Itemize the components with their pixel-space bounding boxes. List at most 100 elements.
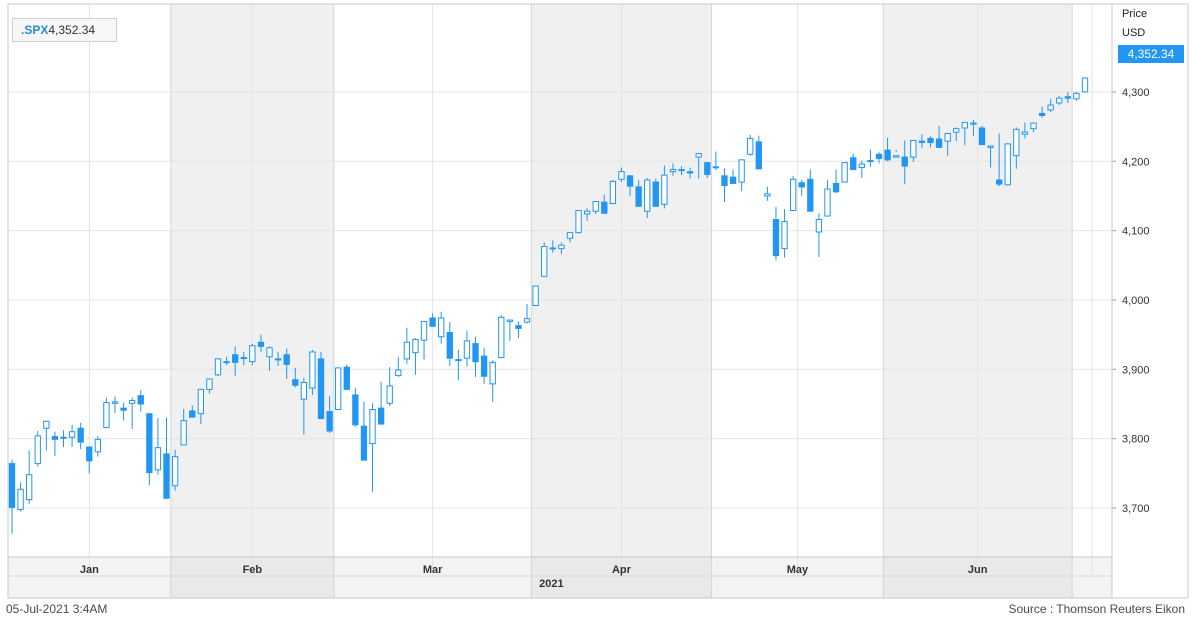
candle-body [815,219,823,233]
candle-body [953,128,960,133]
horizontal-gridlines [8,91,1112,509]
candle-body [197,388,205,415]
candle-body [858,163,865,168]
x-month-label: Feb [243,564,263,576]
candle-body [686,171,694,174]
candle-body [472,343,479,363]
candle-body [266,347,273,358]
candle-body [111,401,119,404]
candle-body [644,179,651,212]
plot-frame [7,3,1189,599]
candle-body [618,171,625,180]
candle-body [369,409,376,445]
candle-body [180,420,187,446]
x-month-label: Jan [80,564,99,576]
x-month-label: Jun [968,564,988,576]
candle-body [635,186,642,207]
candle-body [566,232,574,239]
candle-body [360,425,368,461]
candle-body [429,317,436,327]
candle-body [515,325,522,329]
candle-body [446,332,453,359]
candle-body [850,157,857,171]
candle-body [506,319,514,322]
candlestick-series [8,77,1089,534]
candle-body [789,178,797,211]
candle-body [583,210,591,215]
candle-body [129,400,136,404]
candle-body [609,180,617,205]
footer-source: Source : Thomson Reuters Eikon [1008,602,1185,616]
candle-body [480,355,488,377]
candle-body [1064,96,1071,99]
candle-body [232,354,239,363]
candle-body [755,141,762,170]
candle-body [721,175,728,187]
footer-timestamp: 05-Jul-2021 3:4AM [6,602,108,616]
candle-body [103,402,110,429]
candle-body [8,463,16,508]
candle-body [377,407,385,425]
candle-body [420,320,428,341]
ticker-value: 4,352.34 [48,23,96,37]
candle-body [764,193,771,197]
candle-body [317,358,325,420]
y-tick-label: 3,900 [1122,364,1150,376]
y-tick-label: 4,300 [1122,87,1150,99]
candle-body [292,379,299,386]
candle-body [927,137,934,144]
candle-body [455,359,462,362]
candle-body [944,133,951,142]
candle-body [60,436,67,439]
candle-body [171,456,179,487]
candle-body [712,166,720,169]
candle-body [51,436,59,440]
candle-body [240,357,247,360]
candle-body [395,369,402,377]
candle-body [1081,77,1089,93]
candle-body [463,340,471,359]
candle-body [661,174,668,205]
candle-body [17,488,24,510]
candle-body [1021,131,1029,135]
candle-body [403,341,411,360]
candle-body [541,246,548,277]
candle-body [1013,128,1020,157]
candle-body [163,453,170,499]
candle-body [601,201,608,214]
candle-body [386,385,393,404]
ticker-legend[interactable]: .SPX4,352.34 [12,18,117,42]
candle-body [206,378,213,390]
candle-body [867,160,874,163]
x-month-label: Apr [612,564,632,576]
candle-body [223,361,230,364]
candle-body [1056,97,1063,104]
candle-body [575,209,582,234]
candle-body [249,345,256,363]
candle-body [961,121,968,129]
candle-body [978,127,986,146]
candle-body [146,413,153,474]
candle-body [26,474,33,501]
candle-body [326,411,333,432]
candle-body [995,179,1003,185]
candle-body [283,354,290,365]
candle-body [652,181,659,207]
candle-body [987,145,994,148]
y-tick-label: 4,200 [1122,156,1150,168]
candle-body [592,200,599,212]
candle-body [558,244,565,250]
last-price-tag: 4,352.34 [1118,45,1184,63]
y-tick-label: 4,000 [1122,295,1150,307]
candle-body [68,431,76,438]
candle-body [352,394,359,426]
candle-body [884,149,891,161]
y-tick-label: 3,700 [1122,503,1150,515]
candle-body [94,438,102,453]
price-axis-unit: USD [1122,27,1146,39]
candle-body [120,407,127,411]
candle-body [300,381,308,400]
candle-body [832,182,840,193]
candle-body [772,219,780,257]
